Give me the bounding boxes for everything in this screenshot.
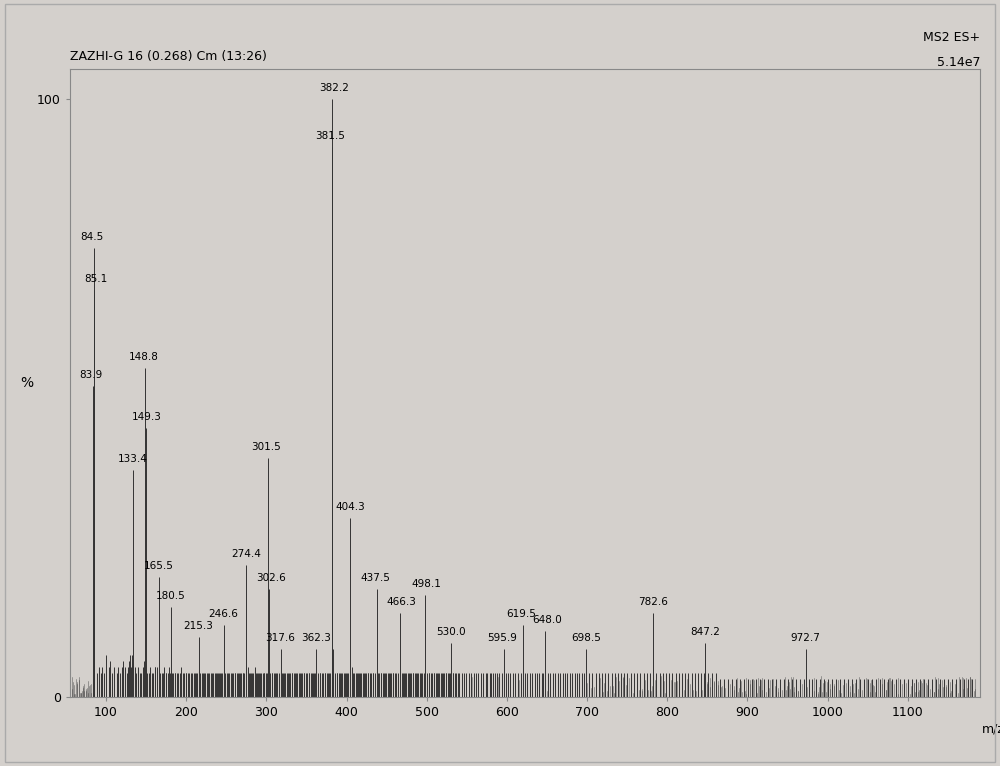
Text: 180.5: 180.5 bbox=[156, 591, 185, 601]
Text: ZAZHI-G 16 (0.268) Cm (13:26): ZAZHI-G 16 (0.268) Cm (13:26) bbox=[70, 50, 267, 63]
Text: 149.3: 149.3 bbox=[132, 412, 162, 422]
Text: 5.14e7: 5.14e7 bbox=[936, 56, 980, 69]
Text: 972.7: 972.7 bbox=[791, 633, 821, 643]
Text: 215.3: 215.3 bbox=[184, 621, 213, 631]
Text: 302.6: 302.6 bbox=[256, 574, 286, 584]
Text: 84.5: 84.5 bbox=[80, 232, 104, 242]
Text: 782.6: 782.6 bbox=[638, 597, 668, 607]
Text: 83.9: 83.9 bbox=[79, 370, 102, 380]
Text: 85.1: 85.1 bbox=[84, 274, 107, 284]
Text: 404.3: 404.3 bbox=[335, 502, 365, 512]
Text: 530.0: 530.0 bbox=[436, 627, 466, 637]
Text: %: % bbox=[20, 376, 34, 390]
Text: MS2 ES+: MS2 ES+ bbox=[923, 31, 980, 44]
Text: 847.2: 847.2 bbox=[690, 627, 720, 637]
Text: 698.5: 698.5 bbox=[571, 633, 601, 643]
Text: 301.5: 301.5 bbox=[251, 442, 281, 452]
Text: 165.5: 165.5 bbox=[144, 561, 174, 571]
Text: 148.8: 148.8 bbox=[129, 352, 159, 362]
Text: 498.1: 498.1 bbox=[412, 579, 442, 589]
Text: 362.3: 362.3 bbox=[301, 633, 331, 643]
Text: 619.5: 619.5 bbox=[506, 609, 536, 619]
Text: 381.5: 381.5 bbox=[315, 131, 345, 141]
Text: m/z: m/z bbox=[982, 722, 1000, 735]
Text: 317.6: 317.6 bbox=[266, 633, 295, 643]
Text: 437.5: 437.5 bbox=[360, 574, 390, 584]
Text: 133.4: 133.4 bbox=[118, 453, 148, 463]
Text: 466.3: 466.3 bbox=[386, 597, 416, 607]
Text: 274.4: 274.4 bbox=[231, 549, 261, 559]
Text: 648.0: 648.0 bbox=[532, 615, 562, 625]
Text: 382.2: 382.2 bbox=[319, 83, 349, 93]
Text: 246.6: 246.6 bbox=[209, 609, 239, 619]
Text: 595.9: 595.9 bbox=[487, 633, 517, 643]
